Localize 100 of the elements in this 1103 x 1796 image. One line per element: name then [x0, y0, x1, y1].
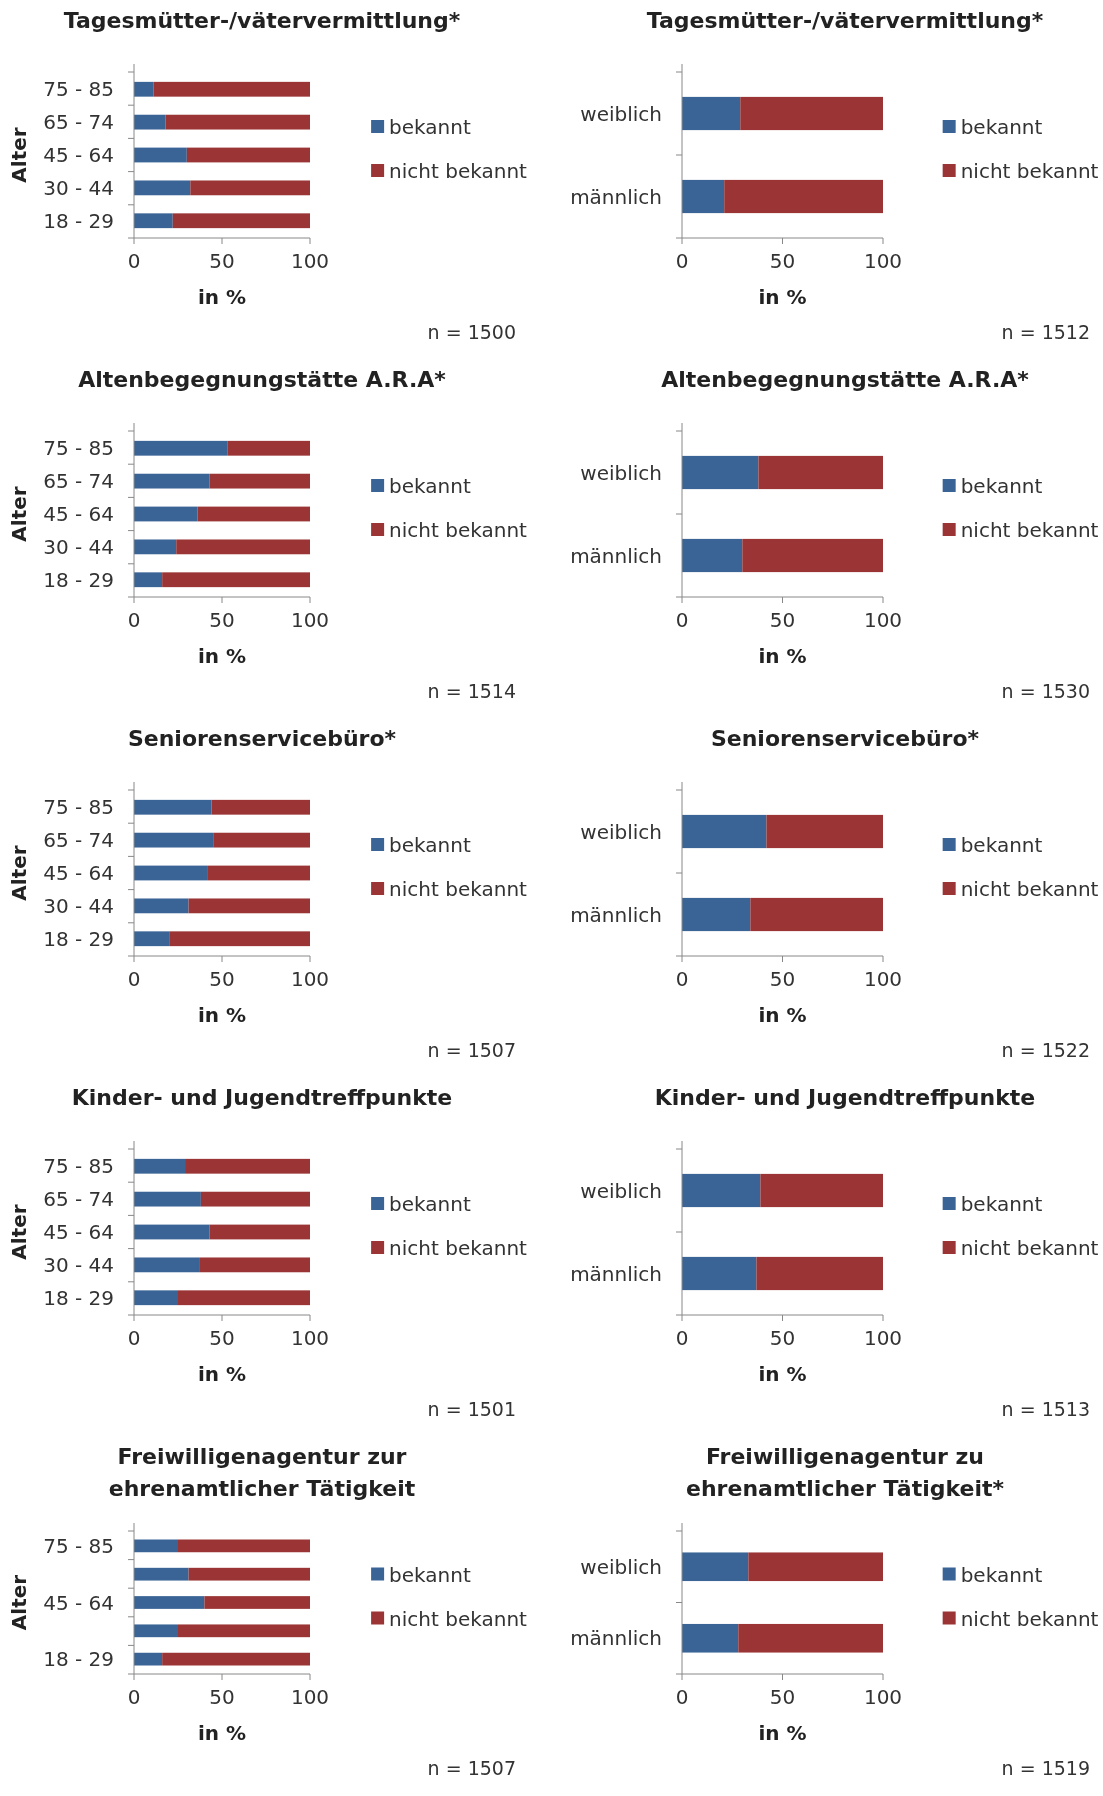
y-tick-label: 75 - 85 [43, 77, 114, 102]
bar [134, 832, 214, 848]
y-tick-label: männlich [570, 1261, 662, 1286]
y-tick-label: 30 - 44 [43, 893, 114, 918]
legend-label: nicht bekannt [960, 518, 1099, 542]
bar [748, 1552, 883, 1582]
y-tick-label: weiblich [580, 101, 662, 126]
x-tick-label: 100 [863, 967, 903, 991]
bar [209, 473, 310, 489]
x-axis-title: in % [197, 1003, 247, 1027]
text: n = 1522 [1001, 1039, 1090, 1061]
x-tick-label: 50 [209, 1685, 235, 1709]
bar [134, 898, 189, 914]
bar [682, 897, 751, 932]
x-tick-label: 100 [290, 608, 330, 632]
bar [766, 814, 883, 849]
bar [134, 473, 210, 489]
legend-label: bekannt [960, 1192, 1043, 1216]
y-tick-label: männlich [570, 902, 662, 927]
bar [134, 572, 163, 588]
y-tick-label: 65 - 74 [43, 1187, 114, 1212]
y-tick-label: 45 - 64 [43, 1220, 114, 1244]
y-tick-label: 75 - 85 [43, 795, 114, 820]
text: n = 1501 [427, 1398, 516, 1420]
bar [134, 1224, 210, 1240]
bar [134, 1624, 178, 1638]
x-tick-label: 50 [209, 249, 235, 273]
y-tick-label: 18 - 29 [43, 926, 114, 951]
y-axis-title: Alter [7, 486, 31, 542]
bar [682, 814, 767, 849]
bar [188, 898, 310, 914]
x-tick-label: 100 [290, 249, 330, 273]
bar [134, 931, 170, 947]
bar [134, 147, 187, 163]
legend-label: nicht bekannt [960, 1606, 1099, 1631]
bar [682, 179, 725, 214]
legend-label: bekannt [960, 833, 1043, 857]
bar [211, 799, 310, 815]
x-tick-label: 100 [863, 1685, 903, 1709]
bar [178, 1624, 310, 1638]
x-axis-title: in % [197, 1362, 247, 1386]
chart-title: Altenbegegnungstätte A.R.A* [661, 367, 1030, 392]
y-tick-label: 75 - 85 [43, 436, 114, 461]
y-tick-label: 65 - 74 [43, 110, 114, 135]
text: n = 1507 [427, 1757, 516, 1779]
bar [134, 1567, 189, 1581]
text: n = 1514 [427, 680, 516, 702]
bar [209, 1224, 310, 1240]
bar [740, 96, 883, 131]
bar [134, 1539, 178, 1553]
bar [682, 538, 743, 573]
y-tick-label: weiblich [580, 460, 662, 485]
x-tick-label: 0 [675, 1685, 689, 1709]
bar [134, 1191, 201, 1207]
bar [134, 865, 208, 881]
legend-label: nicht bekannt [960, 877, 1099, 901]
x-tick-label: 0 [127, 967, 141, 991]
y-tick-label: 65 - 74 [43, 828, 114, 853]
chart-title: Seniorenservicebüro* [127, 726, 397, 751]
legend-label: nicht bekannt [389, 1236, 528, 1260]
x-tick-label: 100 [290, 967, 330, 991]
x-axis-title: in % [758, 1721, 807, 1745]
bar [738, 1623, 883, 1653]
bar [750, 897, 883, 932]
bar [682, 1256, 757, 1291]
x-tick-label: 0 [127, 1326, 141, 1350]
chart-title: Tagesmütter-/vätervermittlung* [63, 8, 461, 33]
y-tick-label: 65 - 74 [43, 469, 114, 494]
bar [199, 1257, 310, 1273]
x-tick-label: 100 [290, 1685, 330, 1709]
legend-label: bekannt [389, 833, 471, 857]
bar [207, 865, 310, 881]
bar [185, 1158, 310, 1174]
bar [172, 213, 310, 229]
y-tick-label: 45 - 64 [43, 502, 114, 526]
x-tick-label: 100 [290, 1326, 330, 1350]
y-axis-title: Alter [7, 845, 31, 901]
legend-label: nicht bekannt [389, 877, 528, 901]
x-tick-label: 0 [127, 249, 141, 273]
y-tick-label: weiblich [580, 1178, 662, 1203]
bar [756, 1256, 883, 1291]
bar [134, 440, 228, 456]
bar [134, 1652, 163, 1666]
legend-label: bekannt [389, 1192, 471, 1216]
text: n = 1519 [1001, 1757, 1090, 1779]
bar [742, 538, 883, 573]
x-tick-label: 50 [769, 249, 796, 273]
bar [200, 1191, 310, 1207]
bar [682, 1552, 749, 1582]
bar [134, 506, 198, 522]
x-tick-label: 50 [769, 608, 796, 632]
bar [682, 455, 759, 490]
y-tick-label: 18 - 29 [43, 1285, 114, 1310]
y-tick-label: 18 - 29 [43, 1647, 114, 1672]
x-tick-label: 0 [127, 1685, 141, 1709]
y-tick-label: weiblich [580, 1554, 662, 1579]
bar [227, 440, 310, 456]
y-axis-title: Alter [7, 1574, 31, 1631]
legend-label: nicht bekannt [389, 518, 528, 542]
bar [682, 1623, 739, 1653]
